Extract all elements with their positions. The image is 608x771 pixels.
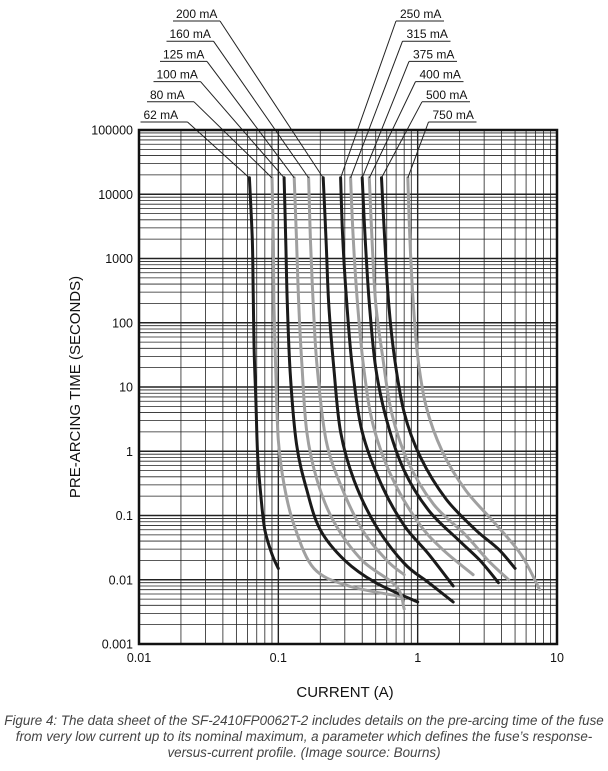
y-tick-label: 10 — [119, 381, 133, 395]
legend-label: 160 mA — [170, 27, 211, 41]
x-tick-label: 0.1 — [270, 651, 287, 665]
y-tick-label: 0.1 — [116, 509, 133, 523]
y-axis-label: PRE-ARCING TIME (SECONDS) — [67, 276, 84, 498]
legend-leader — [219, 20, 324, 179]
legend-leader — [187, 121, 250, 179]
series-line-200ma — [321, 176, 455, 604]
legend-label: 400 mA — [420, 68, 461, 82]
legend-label: 250 mA — [400, 7, 441, 21]
series-line-400ma — [367, 176, 511, 582]
legend-label: 500 mA — [426, 88, 467, 102]
y-tick-label: 100 — [112, 316, 133, 330]
tick-labels: 0.01 0.1 1 100.0010.010.1110100100010000100… — [91, 124, 564, 666]
legend-leader — [381, 101, 423, 179]
y-tick-label: 10000 — [98, 188, 133, 202]
curves — [247, 176, 542, 611]
series-line-750ma — [406, 176, 542, 592]
series-line-80ma — [270, 176, 402, 598]
legend-label: 315 mA — [407, 27, 448, 41]
legend-leader — [340, 20, 397, 179]
legend-leader — [193, 101, 273, 179]
series-line-250ma — [339, 176, 455, 588]
legend-label: 375 mA — [413, 47, 454, 61]
series-line-160ma — [307, 176, 406, 577]
legend-label: 100 mA — [157, 68, 198, 82]
x-tick-label: 0.01 — [127, 651, 151, 665]
legend-label: 750 mA — [433, 108, 474, 122]
y-tick-label: 1 — [126, 445, 133, 459]
series-line-62ma — [247, 176, 280, 570]
series-line-100ma — [282, 176, 420, 604]
plot-frame — [137, 128, 559, 646]
legend-label: 62 mA — [144, 108, 179, 122]
x-tick-label: 10 — [550, 651, 564, 665]
legend-leader — [361, 61, 410, 179]
legend-leader — [350, 41, 403, 179]
legend-leader — [213, 40, 310, 179]
legend-label: 80 mA — [150, 88, 185, 102]
y-tick-label: 0.001 — [102, 638, 133, 652]
x-axis-label: CURRENT (A) — [296, 684, 393, 701]
legend: 200 mA 160 mA 125 mA 100 mA 80 mA 62 mA 250 mA… — [144, 7, 474, 122]
legend-leader — [206, 61, 295, 179]
series-line-315ma — [349, 176, 475, 577]
legend-label: 200 mA — [176, 7, 217, 21]
y-tick-label: 0.01 — [109, 573, 133, 587]
figure-caption: Figure 4: The data sheet of the SF-2410F… — [4, 713, 604, 760]
x-tick-label: 1 — [414, 651, 421, 665]
series-line-500ma — [380, 176, 517, 570]
legend-leader — [407, 121, 429, 179]
fuse-pre-arcing-chart: 0.01 0.1 1 100.0010.010.1110100100010000100… — [67, 7, 564, 701]
series-line-125ma — [292, 176, 406, 611]
legend-label: 125 mA — [163, 47, 204, 61]
y-tick-label: 100000 — [91, 124, 133, 138]
y-tick-label: 1000 — [105, 252, 133, 266]
legend-leaders — [140, 20, 477, 179]
series-line-375ma — [360, 176, 500, 585]
